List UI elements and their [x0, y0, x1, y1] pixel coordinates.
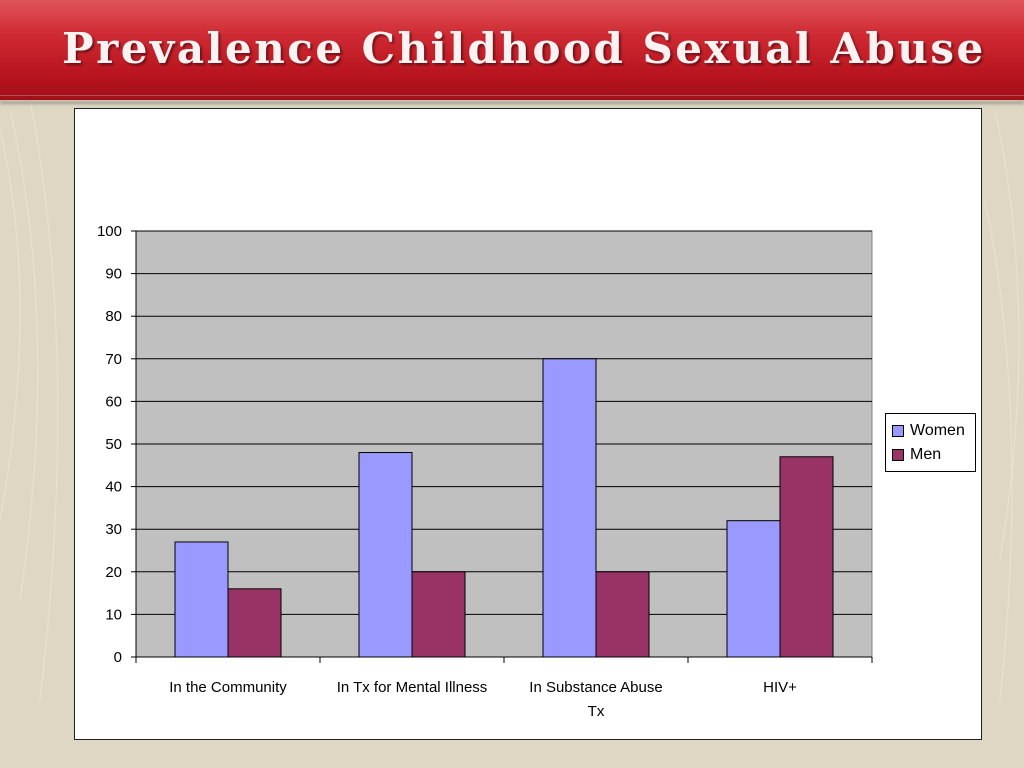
x-tick-label: HIV+ — [763, 679, 797, 696]
y-tick-label: 100 — [97, 223, 122, 240]
legend-swatch-men — [892, 449, 904, 461]
legend-swatch-women — [892, 425, 904, 437]
legend-item-men: Men — [892, 445, 941, 465]
bar-women-4 — [726, 520, 781, 658]
x-tick-label: In Substance Abuse Tx — [529, 679, 662, 720]
y-tick-label: 20 — [105, 564, 122, 581]
slide-title: Prevalence Childhood Sexual Abuse — [62, 24, 986, 73]
y-tick-label: 40 — [105, 479, 122, 496]
chart-legend: Women Men — [885, 413, 976, 472]
y-tick-label: 70 — [105, 351, 122, 368]
bar-women-3 — [542, 358, 597, 658]
bar-men-3 — [595, 571, 650, 658]
y-tick-label: 30 — [105, 521, 122, 538]
bar-women-2 — [358, 452, 413, 658]
legend-item-women: Women — [892, 421, 965, 441]
bar-women-1 — [174, 541, 229, 658]
legend-label-men: Men — [910, 446, 942, 463]
bar-men-2 — [411, 571, 466, 658]
bar-chart: 0 10 20 30 40 50 60 70 80 90 100 In the Community In… — [97, 223, 873, 720]
legend-label-women: Women — [910, 422, 965, 439]
title-band: Prevalence Childhood Sexual Abuse — [0, 0, 1024, 102]
y-tick-label: 90 — [105, 266, 122, 283]
y-tick-label: 0 — [114, 649, 122, 666]
bar-men-4 — [779, 456, 834, 658]
chart-frame: 0 10 20 30 40 50 60 70 80 90 100 In the Community In… — [74, 108, 982, 740]
bar-men-1 — [227, 588, 282, 658]
y-tick-label: 50 — [105, 436, 122, 453]
y-tick-label: 10 — [105, 606, 122, 623]
y-tick-label: 60 — [105, 393, 122, 410]
x-tick-label: In Tx for Mental Illness — [337, 679, 488, 696]
x-tick-label: In the Community — [169, 679, 287, 696]
y-tick-label: 80 — [105, 308, 122, 325]
